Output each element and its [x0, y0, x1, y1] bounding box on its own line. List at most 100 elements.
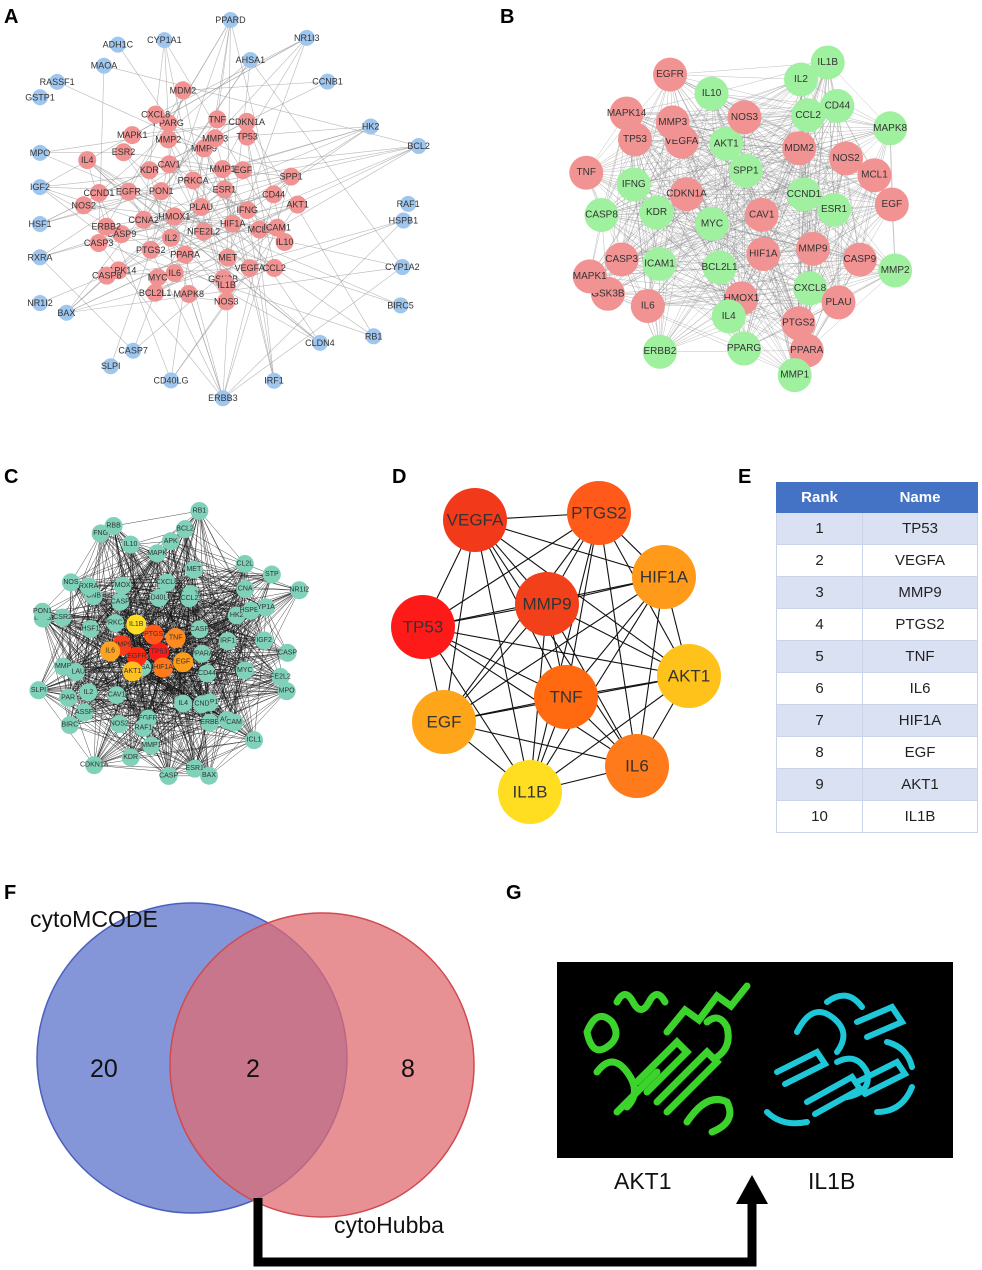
node-label: NFE2L2 [187, 227, 220, 237]
network-node: ERBB2 [642, 334, 677, 369]
node-circle [185, 759, 204, 778]
network-edge [633, 184, 805, 195]
network-node: STP [262, 565, 281, 584]
network-node: IFNG [616, 167, 651, 202]
node-label: CASP9 [107, 229, 137, 239]
node-label: SLPI [31, 687, 46, 694]
node-circle [392, 297, 409, 314]
network-edge [182, 81, 328, 91]
network-edge [253, 640, 265, 741]
network-node: CCL2 [180, 589, 198, 608]
network-panel-d: VEGFA PTGS2 HIF1A MMP9 TP53 AKT1 TNF EGF IL6 IL1B [391, 481, 721, 824]
node-circle [89, 234, 108, 253]
network-edge [93, 533, 101, 766]
network-node: MPO [30, 144, 50, 161]
node-label: IL10 [702, 88, 722, 99]
network-edge [121, 640, 265, 646]
network-node: IL6 [630, 289, 665, 324]
network-node: CASP3 [84, 234, 113, 253]
node-label: MET [218, 253, 238, 263]
node-label: CASP [111, 598, 130, 605]
network-edge [105, 90, 184, 227]
network-edge [607, 270, 896, 295]
gene-name-cell: IL6 [862, 672, 978, 705]
network-node: RASSF1 [40, 73, 75, 90]
node-circle [694, 206, 729, 241]
network-edge [246, 136, 275, 381]
network-edge [168, 607, 267, 777]
node-label: AKT1 [668, 667, 711, 686]
node-label: ERBB [200, 719, 219, 726]
network-node: CD44 [820, 89, 855, 124]
node-label: CNB [86, 593, 101, 600]
node-label: AKT1 [714, 138, 739, 149]
network-node: ESR1 [817, 192, 852, 227]
node-circle [32, 144, 48, 161]
node-circle [262, 565, 281, 584]
network-node: CSR2 [53, 608, 72, 627]
node-label: ICAM1 [644, 258, 675, 269]
rank-cell: 1 [775, 512, 864, 545]
node-label: BIRC [61, 722, 78, 729]
network-node: TNF [569, 155, 604, 190]
rank-cell: 7 [775, 704, 864, 737]
network-node: IL2 [79, 683, 98, 702]
node-label: IL4 [81, 155, 94, 165]
node-circle [242, 52, 259, 69]
network-edge [208, 607, 267, 776]
node-circle [669, 177, 704, 212]
network-node: IL6 [100, 641, 121, 662]
node-label: CXCL8 [155, 579, 178, 586]
node-circle [32, 179, 48, 196]
node-label: TNF [577, 167, 596, 178]
node-circle [746, 237, 781, 272]
network-node: IL10 [121, 535, 140, 554]
network-edge [274, 267, 374, 337]
hub-gene-node: HIF1A [632, 545, 696, 609]
network-edge [170, 541, 211, 723]
node-label: RB1 [365, 331, 383, 341]
node-label: EGFR [656, 69, 684, 80]
ranking-table-row: 6 IL6 [775, 672, 978, 705]
network-edge [798, 148, 839, 303]
node-label: HMOX1 [724, 293, 760, 304]
network-edge [199, 588, 246, 630]
network-node: TP53 [236, 127, 258, 146]
node-label: IL1B [817, 57, 838, 68]
network-node: CCNB1 [312, 73, 343, 90]
node-circle [165, 207, 184, 226]
node-circle [810, 45, 845, 80]
node-label: BAX [57, 308, 75, 318]
node-label: AKT1 [124, 668, 142, 675]
node-label: MDM2 [170, 85, 197, 95]
node-label: CLDN4 [305, 338, 335, 348]
network-node: CND [193, 695, 212, 714]
network-node: SPP1 [728, 153, 763, 188]
node-circle [153, 657, 174, 678]
node-label: HK2 [230, 612, 244, 619]
network-edge [88, 673, 208, 693]
network-node: RAF1 [397, 195, 420, 212]
node-circle [59, 688, 78, 707]
node-circle [223, 214, 242, 233]
gene-name-cell: AKT1 [862, 768, 978, 801]
network-node: PPARA [190, 644, 214, 663]
network-edge [169, 164, 248, 211]
network-edge [226, 19, 231, 286]
network-edge [474, 519, 638, 767]
network-edge [681, 141, 795, 376]
node-label: CXCL8 [141, 110, 170, 120]
ranking-table-row: 8 EGF [775, 736, 978, 769]
network-node: CDKN1A [666, 177, 707, 212]
node-circle [119, 182, 138, 201]
network-node: CAV1 [158, 155, 181, 174]
node-circle [609, 96, 644, 131]
arrow-head [736, 1175, 768, 1204]
node-circle [515, 572, 579, 636]
node-label: SPP1 [733, 165, 759, 176]
node-circle [250, 220, 269, 239]
node-circle [873, 111, 908, 146]
node-circle [400, 195, 417, 212]
node-circle [237, 112, 256, 131]
